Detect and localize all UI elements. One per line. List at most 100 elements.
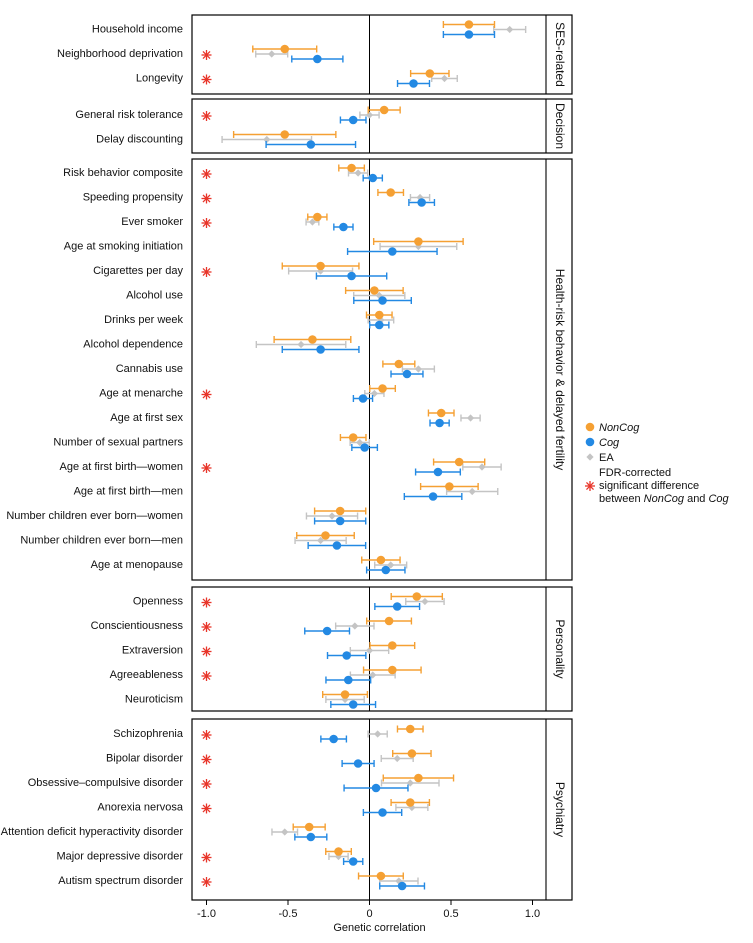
legend-label: between NonCog and Cog (599, 493, 730, 505)
row-label: Openness (133, 596, 184, 608)
cog-point (442, 30, 496, 39)
noncog-point (296, 531, 355, 540)
panel-frame (191, 98, 573, 154)
point-marker (387, 561, 395, 569)
ea-point (401, 365, 436, 373)
row: Conscientiousness (91, 616, 413, 636)
row: Obsessive–compulsive disorder (28, 773, 455, 793)
panel-title: Personality (553, 619, 567, 678)
row-label: Obsessive–compulsive disorder (28, 777, 184, 789)
point-marker (335, 506, 345, 516)
point-marker (335, 516, 345, 526)
point-marker (381, 565, 391, 575)
row-label: Age at menopause (91, 559, 183, 571)
row-label: Conscientiousness (91, 620, 184, 632)
noncog-point (339, 433, 367, 442)
cog-point (403, 492, 463, 501)
point-marker (388, 641, 397, 650)
row-label: Household income (92, 24, 183, 36)
point-marker (368, 173, 378, 183)
point-marker (435, 418, 444, 428)
asterisk-stroke (202, 672, 211, 680)
cog-point (379, 881, 426, 891)
panel-title: Psychiatry (553, 782, 567, 837)
panel-frame (191, 586, 573, 712)
row: Alcohol use (126, 286, 412, 305)
ea-point (445, 487, 499, 496)
asterisk-stroke (202, 780, 211, 788)
significance-asterisk (201, 852, 212, 863)
ea-point (460, 414, 481, 422)
point-marker (416, 193, 424, 202)
significance-asterisk (201, 646, 212, 657)
cog-point (362, 808, 403, 817)
point-marker (370, 286, 379, 295)
point-marker (334, 852, 343, 861)
row: Openness (133, 592, 445, 611)
cog-point (368, 320, 390, 330)
point-marker (374, 310, 384, 320)
asterisk-stroke (202, 219, 211, 227)
row: General risk tolerance (75, 105, 401, 125)
cog-point (346, 247, 438, 256)
noncog-point (313, 506, 367, 516)
noncog-point (344, 286, 404, 295)
point-marker (308, 335, 317, 344)
row: Age at first birth—men (74, 482, 499, 501)
point-marker (454, 457, 464, 467)
point-marker (365, 111, 374, 119)
asterisk-stroke (202, 755, 211, 764)
point-marker (354, 169, 362, 177)
significance-asterisk (201, 779, 212, 789)
legend-label: NonCog (599, 422, 640, 434)
row: Cannabis use (116, 359, 436, 379)
noncog-point (382, 773, 455, 783)
noncog-point (442, 20, 496, 29)
row-label: Drinks per week (104, 314, 183, 326)
noncog-point (392, 749, 432, 758)
noncog-point (409, 69, 450, 78)
cog-point (333, 222, 354, 232)
significance-asterisk (201, 754, 212, 765)
ea-point (305, 512, 359, 520)
point-marker (379, 105, 389, 115)
noncog-point (390, 798, 431, 807)
point-marker (313, 212, 322, 222)
ea-point (367, 730, 388, 738)
cog-point (315, 271, 388, 281)
legend-marker (585, 481, 595, 491)
point-marker (405, 724, 415, 734)
point-marker (414, 242, 422, 251)
point-marker (329, 734, 338, 744)
cog-point (265, 140, 357, 149)
point-marker (388, 247, 397, 256)
row-label: Age at first birth—men (74, 486, 183, 498)
significance-asterisk (201, 218, 212, 228)
significance-asterisk (201, 193, 212, 204)
noncog-point (281, 261, 360, 271)
point-marker (464, 20, 474, 29)
point-marker (371, 783, 381, 793)
cog-point (351, 443, 379, 452)
ea-point (328, 852, 349, 861)
asterisk-stroke (586, 482, 594, 490)
point-marker (365, 646, 374, 655)
asterisk-stroke (202, 268, 211, 276)
row-label: Alcohol dependence (83, 339, 183, 351)
point-marker (388, 665, 397, 675)
ea-point (305, 218, 320, 226)
ea-point (349, 671, 396, 679)
row: Anorexia nervosa (97, 798, 431, 817)
legend-marker (586, 453, 594, 461)
row: Alcohol dependence (83, 335, 360, 354)
x-tick-label: 0 (366, 908, 372, 920)
cog-point (414, 467, 462, 477)
row-label: Autism spectrum disorder (58, 875, 183, 887)
ea-point (409, 193, 431, 202)
point-marker (394, 359, 404, 369)
point-marker (308, 218, 317, 226)
row-label: Age at first birth—women (60, 461, 184, 473)
row: Delay discounting (96, 130, 357, 149)
